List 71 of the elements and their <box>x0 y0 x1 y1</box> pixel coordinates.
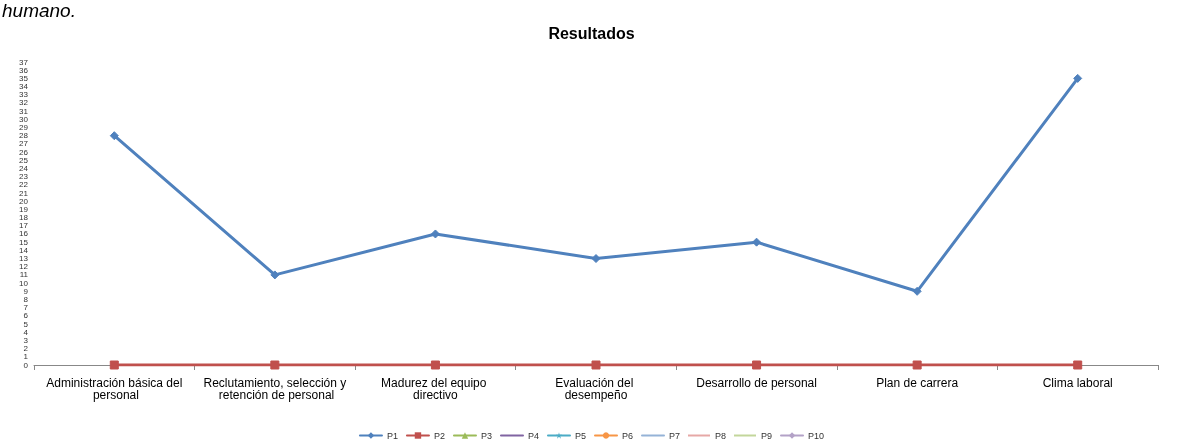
chart-title: Resultados <box>548 24 635 42</box>
legend-label: P3 <box>480 430 492 441</box>
legend-label: P10 <box>808 430 825 441</box>
point <box>430 360 440 370</box>
y-tick-label: 33 <box>19 90 29 100</box>
y-tick-label: 37 <box>19 57 29 67</box>
y-tick-label: 28 <box>19 131 29 141</box>
point <box>109 131 119 141</box>
legend-label: P2 <box>433 430 445 441</box>
legend-label: P9 <box>761 430 773 441</box>
y-tick-label: 27 <box>19 139 29 149</box>
y-tick-label: 2 <box>23 344 29 354</box>
legend-label: P8 <box>715 430 727 441</box>
point <box>1073 73 1083 83</box>
y-tick-label: 34 <box>19 82 29 92</box>
point <box>1073 360 1083 370</box>
x-tick-label: Clima laboral <box>1042 376 1113 390</box>
x-tick-label: Administración básica del personal <box>46 376 183 402</box>
y-tick-label: 22 <box>19 180 29 190</box>
legend-label: P5 <box>574 430 586 441</box>
text: humano. <box>2 0 76 22</box>
x-tick-label: Desarrollo de personal <box>696 376 817 390</box>
point <box>752 360 762 370</box>
y-tick-label: 31 <box>19 106 29 116</box>
y-tick-label: 10 <box>19 278 29 288</box>
point <box>270 270 280 280</box>
x-tick-label: Madurez del equipo directivo <box>381 376 490 402</box>
y-tick-label: 15 <box>19 237 29 247</box>
point <box>591 254 601 264</box>
y-tick-label: 8 <box>23 294 29 304</box>
legend-label: P1 <box>386 430 398 441</box>
y-tick-label: 16 <box>19 229 29 239</box>
point <box>270 360 280 370</box>
y-tick-label: 30 <box>19 114 29 124</box>
y-tick-label: 36 <box>19 65 29 75</box>
legend-label: P4 <box>527 430 539 441</box>
y-tick-label: 12 <box>19 262 29 272</box>
y-tick-label: 11 <box>19 270 29 280</box>
y-tick-label: 3 <box>23 335 29 345</box>
x-tick-label: Plan de carrera <box>876 376 959 390</box>
y-tick-label: 32 <box>19 98 29 108</box>
point <box>430 229 440 239</box>
y-tick-label: 5 <box>23 319 29 329</box>
y-tick-label: 21 <box>19 188 29 198</box>
y-tick-label: 35 <box>19 73 29 83</box>
y-tick-label: 7 <box>23 303 29 313</box>
point <box>591 360 601 370</box>
y-tick-label: 18 <box>19 213 29 223</box>
legend-label: P7 <box>669 430 681 441</box>
x-tick-label: Evaluación del desempeño <box>555 376 637 402</box>
legend-label: P6 <box>622 430 634 441</box>
y-tick-label: 9 <box>23 286 29 296</box>
y-tick-label: 19 <box>19 204 29 214</box>
y-tick-label: 1 <box>23 352 29 362</box>
y-tick-label: 0 <box>23 360 29 370</box>
y-tick-label: 14 <box>19 245 29 255</box>
y-tick-label: 13 <box>19 254 29 264</box>
y-tick-label: 4 <box>23 327 29 337</box>
y-tick-label: 29 <box>19 123 29 133</box>
y-tick-label: 26 <box>19 147 29 157</box>
y-tick-label: 17 <box>19 221 29 231</box>
y-tick-label: 25 <box>19 155 29 165</box>
y-tick-label: 20 <box>19 196 29 206</box>
point <box>912 286 922 296</box>
point <box>752 237 762 247</box>
y-tick-label: 23 <box>19 172 29 182</box>
y-tick-label: 6 <box>23 311 29 321</box>
x-tick-label: Reclutamiento, selección y retención de personal <box>203 376 347 402</box>
point <box>109 360 119 370</box>
point <box>912 360 922 370</box>
y-tick-label: 24 <box>19 163 29 173</box>
